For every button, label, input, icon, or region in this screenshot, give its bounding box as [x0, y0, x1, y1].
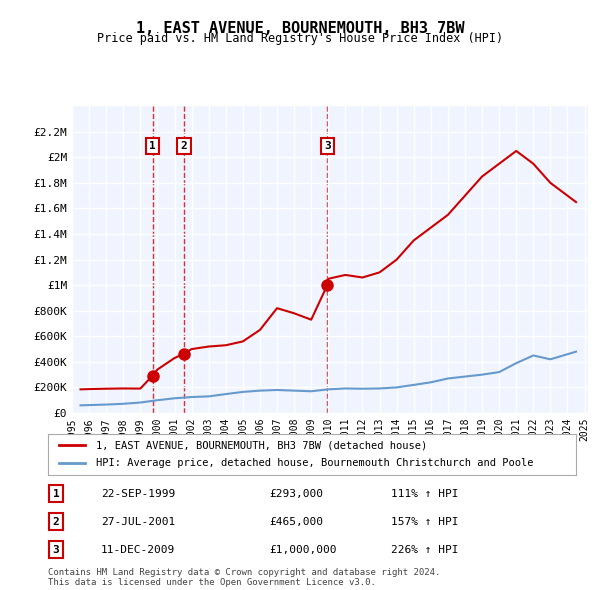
Text: 1: 1: [149, 141, 156, 151]
Text: 2: 2: [53, 517, 59, 527]
Text: 1, EAST AVENUE, BOURNEMOUTH, BH3 7BW (detached house): 1, EAST AVENUE, BOURNEMOUTH, BH3 7BW (de…: [95, 440, 427, 450]
Text: This data is licensed under the Open Government Licence v3.0.: This data is licensed under the Open Gov…: [48, 578, 376, 587]
Text: 226% ↑ HPI: 226% ↑ HPI: [391, 545, 459, 555]
Text: £1,000,000: £1,000,000: [270, 545, 337, 555]
Text: 27-JUL-2001: 27-JUL-2001: [101, 517, 175, 527]
Text: £465,000: £465,000: [270, 517, 324, 527]
Text: 1: 1: [53, 489, 59, 499]
Text: Price paid vs. HM Land Registry's House Price Index (HPI): Price paid vs. HM Land Registry's House …: [97, 32, 503, 45]
Text: 2: 2: [181, 141, 187, 151]
Text: 3: 3: [53, 545, 59, 555]
Text: Contains HM Land Registry data © Crown copyright and database right 2024.: Contains HM Land Registry data © Crown c…: [48, 568, 440, 576]
Text: 3: 3: [324, 141, 331, 151]
Text: 157% ↑ HPI: 157% ↑ HPI: [391, 517, 459, 527]
Text: 11-DEC-2009: 11-DEC-2009: [101, 545, 175, 555]
Text: 22-SEP-1999: 22-SEP-1999: [101, 489, 175, 499]
Text: £293,000: £293,000: [270, 489, 324, 499]
Text: HPI: Average price, detached house, Bournemouth Christchurch and Poole: HPI: Average price, detached house, Bour…: [95, 458, 533, 468]
Text: 111% ↑ HPI: 111% ↑ HPI: [391, 489, 459, 499]
Text: 1, EAST AVENUE, BOURNEMOUTH, BH3 7BW: 1, EAST AVENUE, BOURNEMOUTH, BH3 7BW: [136, 21, 464, 35]
